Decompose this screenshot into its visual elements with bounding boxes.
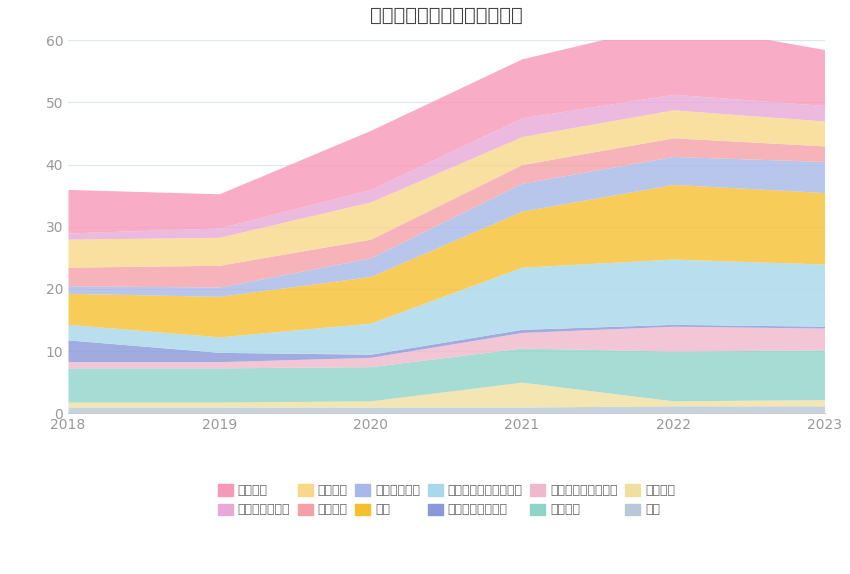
- Legend: 货币资金, 交易性金融资产, 应收票据, 应收账款, 应收款项融资, 存货, 其他权益工具投资合计, 可供出售金融资产, 其他非流动金融资产, 固定资产, 在建: 货币资金, 交易性金融资产, 应收票据, 应收账款, 应收款项融资, 存货, 其…: [212, 479, 680, 521]
- Title: 历年主要资产堆积图（亿元）: 历年主要资产堆积图（亿元）: [370, 6, 523, 25]
